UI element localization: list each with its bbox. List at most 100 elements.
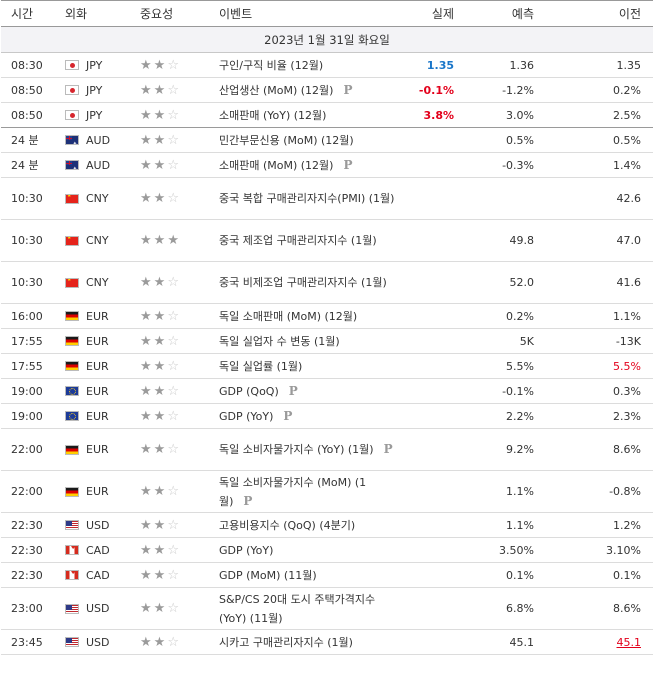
event-time: 24 분 — [1, 152, 65, 178]
star-filled-icon: ★ — [140, 358, 154, 374]
header-currency[interactable]: 외화 — [65, 0, 130, 27]
event-name[interactable]: 독일 실업률 (1월) — [219, 359, 303, 373]
star-empty-icon: ☆ — [167, 358, 181, 374]
star-filled-icon: ★ — [140, 233, 154, 248]
star-filled-icon: ★ — [140, 333, 154, 349]
event-time: 08:50 — [1, 77, 65, 103]
event-row[interactable]: 08:30 JPY ★★☆ 구인/구직 비율 (12월) 1.35 1.36 1.35 — [1, 52, 653, 78]
event-currency-cell: AUD — [65, 127, 130, 153]
event-row[interactable]: 24 분AUD★★☆소매판매 (MoM) (12월)P-0.3%1.4% — [1, 152, 653, 178]
event-row[interactable]: 10:30CNY★★★중국 제조업 구매관리자지수 (1월)49.847.0 — [1, 219, 653, 262]
event-row[interactable]: 23:00 USD ★★☆ S&P/CS 20대 도시 주택가격지수 (YoY) (1… — [1, 587, 653, 630]
event-name[interactable]: 독일 소비자물가지수 (YoY) (1월) — [219, 443, 374, 456]
event-name[interactable]: GDP (QoQ) — [219, 384, 279, 398]
event-row[interactable]: 16:00 EUR ★★☆ 독일 소매판매 (MoM) (12월) 0.2% 1.1% — [1, 303, 653, 329]
forecast-value: 3.0% — [484, 102, 560, 128]
actual-value — [397, 127, 484, 153]
economic-calendar-table: 시간 외화 중요성 이벤트 실제 예측 이전 2023년 1월 31일 화요일 … — [1, 0, 653, 655]
event-name[interactable]: 산업생산 (MoM) (12월) — [219, 83, 334, 97]
star-empty-icon: ☆ — [167, 132, 181, 148]
event-time: 23:00 — [1, 587, 65, 630]
event-row[interactable]: 17:55 EUR ★★☆ 독일 실업자 수 변동 (1월) 5K -13K — [1, 328, 653, 354]
event-name[interactable]: 시카고 구매관리자지수 (1월) — [219, 635, 353, 649]
event-time: 16:00 — [1, 303, 65, 329]
actual-value — [397, 512, 484, 538]
star-empty-icon: ☆ — [167, 567, 181, 583]
event-time: 22:30 — [1, 537, 65, 563]
event-row[interactable]: 17:55 EUR ★★☆ 독일 실업률 (1월) 5.5% 5.5% — [1, 353, 653, 379]
previous-value: 0.5% — [560, 127, 653, 153]
event-row[interactable]: 24 분AUD★★☆민간부문신용 (MoM) (12월)0.5%0.5% — [1, 127, 653, 153]
event-name-cell: 구인/구직 비율 (12월) — [217, 52, 397, 78]
event-name-cell: 민간부문신용 (MoM) (12월) — [217, 127, 397, 153]
preliminary-icon: P — [343, 157, 353, 172]
event-name[interactable]: 소매판매 (MoM) (12월) — [219, 158, 334, 172]
event-row[interactable]: 10:30CNY★★☆중국 비제조업 구매관리자지수 (1월)52.041.6 — [1, 261, 653, 304]
actual-value — [397, 428, 484, 471]
star-empty-icon: ☆ — [167, 82, 181, 98]
star-filled-icon: ★ — [167, 233, 181, 248]
event-name[interactable]: 민간부문신용 (MoM) (12월) — [219, 133, 354, 147]
event-currency-cell: CAD — [65, 537, 130, 563]
event-name[interactable]: 중국 제조업 구매관리자지수 (1월) — [219, 234, 377, 247]
event-row[interactable]: 22:00 EUR ★★☆ 독일 소비자물가지수 (YoY) (1월) P 9.2% 8.6… — [1, 428, 653, 471]
previous-value: 1.2% — [560, 512, 653, 538]
event-row[interactable]: 19:00 EUR ★★☆ GDP (YoY) P 2.2% 2.3% — [1, 403, 653, 429]
event-name[interactable]: 구인/구직 비율 (12월) — [219, 58, 324, 72]
forecast-value: 6.8% — [484, 587, 560, 630]
star-filled-icon: ★ — [140, 191, 154, 206]
event-name[interactable]: 독일 실업자 수 변동 (1월) — [219, 334, 340, 348]
actual-value — [397, 403, 484, 429]
star-filled-icon: ★ — [140, 484, 154, 499]
currency-code: USD — [86, 518, 110, 532]
currency-code: EUR — [86, 359, 109, 373]
star-filled-icon: ★ — [140, 132, 154, 148]
previous-value: 2.5% — [560, 102, 653, 128]
event-currency-cell: CAD — [65, 562, 130, 588]
event-row[interactable]: 22:30CAD★★☆GDP (MoM) (11월)0.1%0.1% — [1, 562, 653, 588]
event-name[interactable]: 중국 비제조업 구매관리자지수 (1월) — [219, 276, 387, 289]
event-row[interactable]: 22:30CAD★★☆GDP (YoY)3.50%3.10% — [1, 537, 653, 563]
previous-value: 41.6 — [560, 261, 653, 304]
event-row[interactable]: 10:30CNY★★☆중국 복합 구매관리자지수(PMI) (1월)42.6 — [1, 177, 653, 220]
event-row[interactable]: 19:00 EUR ★★☆ GDP (QoQ) P -0.1% 0.3% — [1, 378, 653, 404]
event-currency-cell: USD — [65, 512, 130, 538]
actual-value — [397, 152, 484, 178]
forecast-value: 0.1% — [484, 562, 560, 588]
event-name[interactable]: GDP (YoY) — [219, 409, 274, 423]
currency-code: EUR — [86, 485, 109, 498]
event-name[interactable]: 중국 복합 구매관리자지수(PMI) (1월) — [219, 192, 395, 205]
importance-stars: ★★☆ — [130, 587, 217, 630]
star-filled-icon: ★ — [140, 517, 154, 533]
header-actual[interactable]: 실제 — [397, 0, 484, 27]
event-name[interactable]: 독일 소매판매 (MoM) (12월) — [219, 309, 358, 323]
currency-code: AUD — [86, 133, 111, 147]
event-currency-cell: CNY — [65, 177, 130, 220]
header-forecast[interactable]: 예측 — [484, 0, 560, 27]
au-flag-icon — [65, 135, 79, 145]
star-empty-icon: ☆ — [167, 275, 181, 290]
event-name[interactable]: 소매판매 (YoY) (12월) — [219, 108, 327, 122]
header-previous[interactable]: 이전 — [560, 0, 653, 27]
event-row[interactable]: 08:50 JPY ★★☆ 소매판매 (YoY) (12월) 3.8% 3.0% 2.5% — [1, 102, 653, 128]
event-row[interactable]: 08:50 JPY ★★☆ 산업생산 (MoM) (12월) P -0.1% -1.2% 0.… — [1, 77, 653, 103]
event-name[interactable]: 독일 소비자물가지수 (MoM) (1월) — [219, 475, 367, 508]
event-name[interactable]: S&P/CS 20대 도시 주택가격지수 (YoY) (11월) — [219, 592, 376, 625]
date-row: 2023년 1월 31일 화요일 — [1, 26, 653, 53]
event-row[interactable]: 22:00 EUR ★★☆ 독일 소비자물가지수 (MoM) (1월) P 1.1% -0.… — [1, 470, 653, 513]
event-time: 23:45 — [1, 629, 65, 655]
header-importance[interactable]: 중요성 — [130, 0, 217, 27]
header-event[interactable]: 이벤트 — [217, 0, 397, 27]
event-time: 19:00 — [1, 378, 65, 404]
event-time: 08:30 — [1, 52, 65, 78]
event-row[interactable]: 22:30 USD ★★☆ 고용비용지수 (QoQ) (4분기) 1.1% 1.2% — [1, 512, 653, 538]
event-name[interactable]: GDP (YoY) — [219, 543, 274, 557]
star-empty-icon: ☆ — [167, 601, 181, 616]
event-name[interactable]: 고용비용지수 (QoQ) (4분기) — [219, 518, 356, 532]
header-time[interactable]: 시간 — [1, 0, 65, 27]
previous-value: 8.6% — [560, 587, 653, 630]
event-row[interactable]: 23:45 USD ★★☆ 시카고 구매관리자지수 (1월) 45.1 45.1 — [1, 629, 653, 655]
us-flag-icon — [65, 520, 79, 530]
event-name[interactable]: GDP (MoM) (11월) — [219, 568, 317, 582]
star-filled-icon: ★ — [153, 275, 168, 290]
